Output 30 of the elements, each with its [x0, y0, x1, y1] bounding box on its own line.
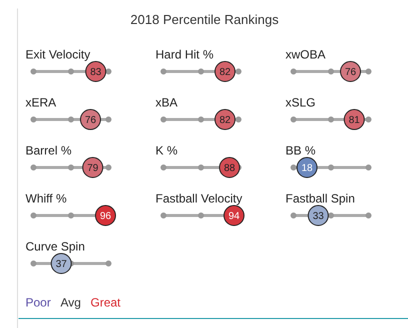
category-label: K % [156, 144, 178, 158]
category-label: xERA [26, 96, 56, 110]
category-label: xwOBA [286, 48, 326, 62]
data-label: 82 [219, 115, 231, 126]
data-label: 96 [100, 211, 112, 222]
data-label: 88 [224, 163, 236, 174]
category-label: xSLG [286, 96, 316, 110]
data-label: 37 [56, 259, 68, 270]
data-label: 76 [344, 67, 356, 78]
text: Poor [26, 296, 51, 310]
category-label: Barrel % [26, 144, 72, 158]
category-label: xBA [156, 96, 178, 110]
data-label: 83 [90, 67, 102, 78]
category-label: Whiff % [26, 192, 67, 206]
category-label: Fastball Velocity [156, 192, 242, 206]
category-label: Exit Velocity [26, 48, 90, 62]
data-label: 79 [87, 163, 99, 174]
category-label: Hard Hit % [156, 48, 214, 62]
category-label: BB % [286, 144, 316, 158]
text: Great [90, 296, 122, 310]
data-label: 18 [301, 163, 313, 174]
category-label: Fastball Spin [286, 192, 355, 206]
text: Avg [60, 296, 81, 310]
data-label: 33 [312, 211, 324, 222]
text: 2018 Percentile Rankings [130, 12, 280, 27]
data-label: 76 [84, 115, 96, 126]
data-label: 94 [228, 211, 240, 222]
data-label: 82 [219, 67, 231, 78]
category-label: Curve Spin [26, 240, 85, 254]
data-label: 81 [348, 115, 360, 126]
